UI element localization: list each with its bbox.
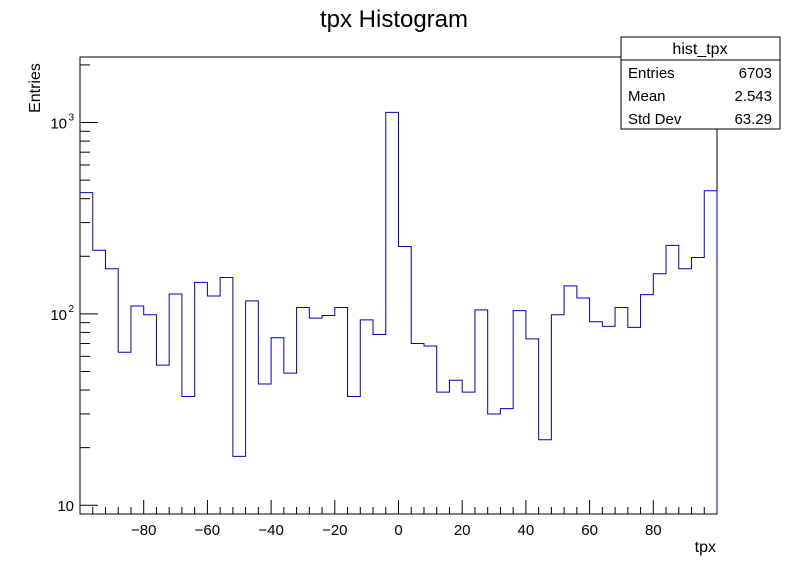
y-tick-label: 10 — [50, 116, 67, 133]
x-tick-label: −80 — [131, 522, 156, 539]
y-tick-label-exponent: 3 — [68, 113, 74, 124]
y-tick-label: 10 — [50, 307, 67, 324]
stats-box-frame — [620, 36, 781, 130]
histogram-series — [80, 111, 718, 514]
x-tick-label: 80 — [645, 522, 662, 539]
x-tick-label: 40 — [518, 522, 535, 539]
x-tick-label: 60 — [581, 522, 598, 539]
stats-box-title: hist_tpx — [672, 41, 727, 58]
x-tick-label: 20 — [454, 522, 471, 539]
x-axis-label: tpx — [695, 539, 716, 556]
stats-entries-label: Entries — [628, 65, 675, 82]
stats-stddev-label: Std Dev — [628, 111, 682, 128]
stats-stddev-value: 63.29 — [734, 111, 772, 128]
y-tick-label-exponent: 2 — [68, 304, 74, 315]
x-tick-label: 0 — [394, 522, 402, 539]
stats-entries-value: 6703 — [739, 65, 772, 82]
y-tick-label: 10 — [57, 498, 74, 515]
x-tick-label: −20 — [322, 522, 347, 539]
chart-title: tpx Histogram — [320, 6, 468, 33]
stats-mean-value: 2.543 — [734, 88, 772, 105]
x-axis: −80 −60 −40 −20 0 20 40 60 80 — [92, 500, 705, 539]
x-tick-label: −40 — [258, 522, 283, 539]
stats-mean-label: Mean — [628, 88, 666, 105]
y-axis-label: Entries — [27, 63, 44, 113]
stats-box: hist_tpx Entries 6703 Mean 2.543 Std Dev… — [620, 36, 781, 130]
x-tick-label: −60 — [195, 522, 220, 539]
